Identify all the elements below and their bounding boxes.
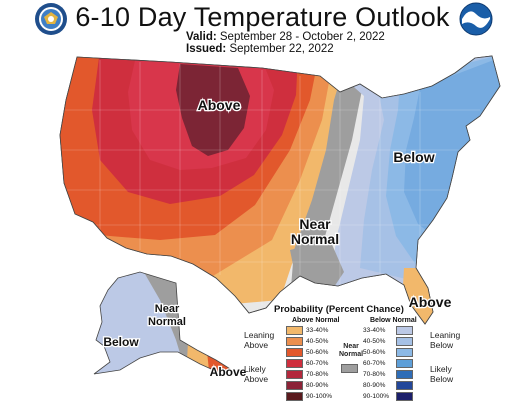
- commerce-seal-icon: [35, 3, 67, 35]
- legend-below-swatch-0: [396, 326, 413, 335]
- legend-leaning-below-line1: Leaning: [430, 330, 461, 340]
- legend-leaning-above-line1: Leaning: [244, 330, 275, 340]
- map-title: 6-10 Day Temperature Outlook: [75, 2, 450, 32]
- issued-value: September 22, 2022: [229, 43, 334, 55]
- legend-above-range-2: 50-60%: [306, 349, 329, 356]
- label-alaska-near-1: Near: [155, 303, 180, 315]
- legend-likely-below-line1: Likely: [430, 364, 452, 374]
- legend-likely-above-line2: Above: [244, 374, 269, 384]
- legend-likely-below: Likely Below: [430, 364, 453, 384]
- legend-below-range-4: 70-80%: [363, 371, 386, 378]
- legend-below-head: Below Normal: [370, 317, 417, 324]
- noaa-logo-icon: [459, 2, 493, 36]
- legend-above-swatch-4: [286, 370, 303, 379]
- label-above-west: Above: [198, 97, 241, 113]
- legend-below-swatch-1: [396, 337, 413, 346]
- issued-label: Issued:: [186, 43, 227, 55]
- issued-date: Issued: September 22, 2022: [186, 43, 334, 55]
- label-below-east: Below: [393, 149, 434, 165]
- legend-below-swatch-4: [396, 370, 413, 379]
- legend-leaning-below: Leaning Below: [430, 330, 460, 350]
- legend-leaning-below-line2: Below: [430, 340, 454, 350]
- legend-title: Probability (Percent Chance): [274, 304, 404, 315]
- legend-above-swatch-1: [286, 337, 303, 346]
- legend-above-swatch-3: [286, 359, 303, 368]
- legend-above-range-6: 90-100%: [306, 393, 333, 400]
- state-borders: [62, 60, 480, 305]
- legend-below-swatch-6: [396, 392, 413, 401]
- legend-near-line2: Normal: [339, 351, 364, 358]
- valid-dates: Valid: September 28 - October 2, 2022: [186, 31, 385, 43]
- legend-near-line1: Near: [343, 343, 359, 350]
- legend-likely-below-line2: Below: [430, 374, 454, 384]
- zone-above-90-100: [176, 64, 250, 156]
- legend-below-range-2: 50-60%: [363, 349, 386, 356]
- alaska-above-light: [186, 342, 210, 374]
- legend-near-swatch: [341, 364, 358, 373]
- label-alaska-near-2: Normal: [148, 316, 186, 328]
- legend-leaning-above-line2: Above: [244, 340, 269, 350]
- legend-above-head: Above Normal: [292, 317, 340, 324]
- label-alaska-below: Below: [103, 335, 139, 349]
- legend-below-range-6: 90-100%: [363, 393, 390, 400]
- legend-above-range-3: 60-70%: [306, 360, 329, 367]
- legend-below-range-0: 33-40%: [363, 327, 386, 334]
- legend-below-swatch-3: [396, 359, 413, 368]
- valid-label: Valid:: [186, 31, 217, 43]
- legend-below-range-3: 60-70%: [363, 360, 386, 367]
- legend-above-swatch-2: [286, 348, 303, 357]
- legend-below-swatch-2: [396, 348, 413, 357]
- legend-below-range-5: 80-90%: [363, 382, 386, 389]
- legend-above-range-1: 40-50%: [306, 338, 329, 345]
- legend-below-swatch-5: [396, 381, 413, 390]
- legend-leaning-above: Leaning Above: [244, 330, 274, 350]
- zone-below-60-70: [404, 56, 500, 300]
- legend-likely-above: Likely Above: [244, 364, 268, 384]
- legend-above-swatch-5: [286, 381, 303, 390]
- legend-above-range-0: 33-40%: [306, 327, 329, 334]
- legend-near-normal: Near Normal: [339, 343, 363, 359]
- legend-above-swatch-0: [286, 326, 303, 335]
- legend-likely-above-line1: Likely: [244, 364, 266, 374]
- legend-below-range-1: 40-50%: [363, 338, 386, 345]
- valid-value: September 28 - October 2, 2022: [219, 31, 385, 43]
- legend-above-range-4: 70-80%: [306, 371, 329, 378]
- label-alaska-above: Above: [210, 365, 247, 379]
- label-above-florida: Above: [409, 294, 452, 310]
- label-near-normal-2: Normal: [291, 231, 339, 247]
- legend-above-swatch-6: [286, 392, 303, 401]
- label-near-normal-1: Near: [299, 216, 331, 232]
- zone-near-normal: [290, 80, 362, 300]
- legend-above-range-5: 80-90%: [306, 382, 329, 389]
